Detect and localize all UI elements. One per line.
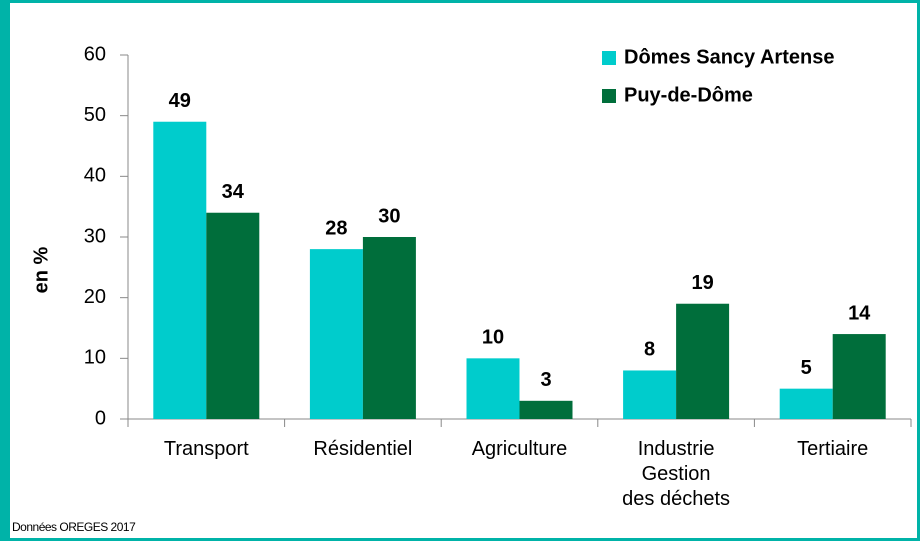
data-label: 5 (801, 357, 812, 379)
bar (309, 249, 363, 419)
legend-swatch (602, 51, 616, 65)
bar (623, 370, 677, 419)
bar (519, 400, 573, 419)
source-note: Données OREGES 2017 (12, 520, 136, 534)
bar (362, 237, 416, 419)
y-tick-label: 50 (84, 104, 106, 126)
bar (153, 121, 207, 419)
data-label: 10 (482, 327, 504, 349)
legend-label: Dômes Sancy Artense (624, 46, 834, 68)
x-tick-label: Transport (163, 438, 249, 460)
bar (676, 303, 730, 419)
data-label: 30 (378, 205, 400, 227)
data-label: 19 (691, 272, 713, 294)
data-label: 3 (540, 369, 551, 391)
data-label: 8 (644, 339, 655, 361)
y-tick-label: 10 (84, 347, 106, 369)
bar (779, 388, 833, 419)
legend-label: Puy-de-Dôme (624, 84, 753, 106)
x-tick-label: Tertiaire (797, 438, 869, 460)
x-tick-label: Industrie Gestion des déchets (622, 438, 731, 510)
y-tick-label: 60 (84, 43, 106, 65)
data-label: 28 (325, 217, 347, 239)
y-tick-label: 20 (84, 286, 106, 308)
data-label: 14 (848, 302, 871, 324)
x-tick-label: Agriculture (471, 438, 568, 460)
y-tick-label: 30 (84, 225, 106, 247)
data-label: 49 (169, 90, 191, 112)
legend-swatch (602, 89, 616, 103)
y-tick-label: 0 (95, 407, 106, 429)
bar (832, 334, 886, 419)
y-tick-label: 40 (84, 165, 106, 187)
bar (206, 212, 260, 419)
y-axis-label: en % (30, 246, 52, 293)
x-tick-label: Résidentiel (313, 438, 413, 460)
bar (466, 358, 520, 419)
data-label: 34 (222, 181, 245, 203)
